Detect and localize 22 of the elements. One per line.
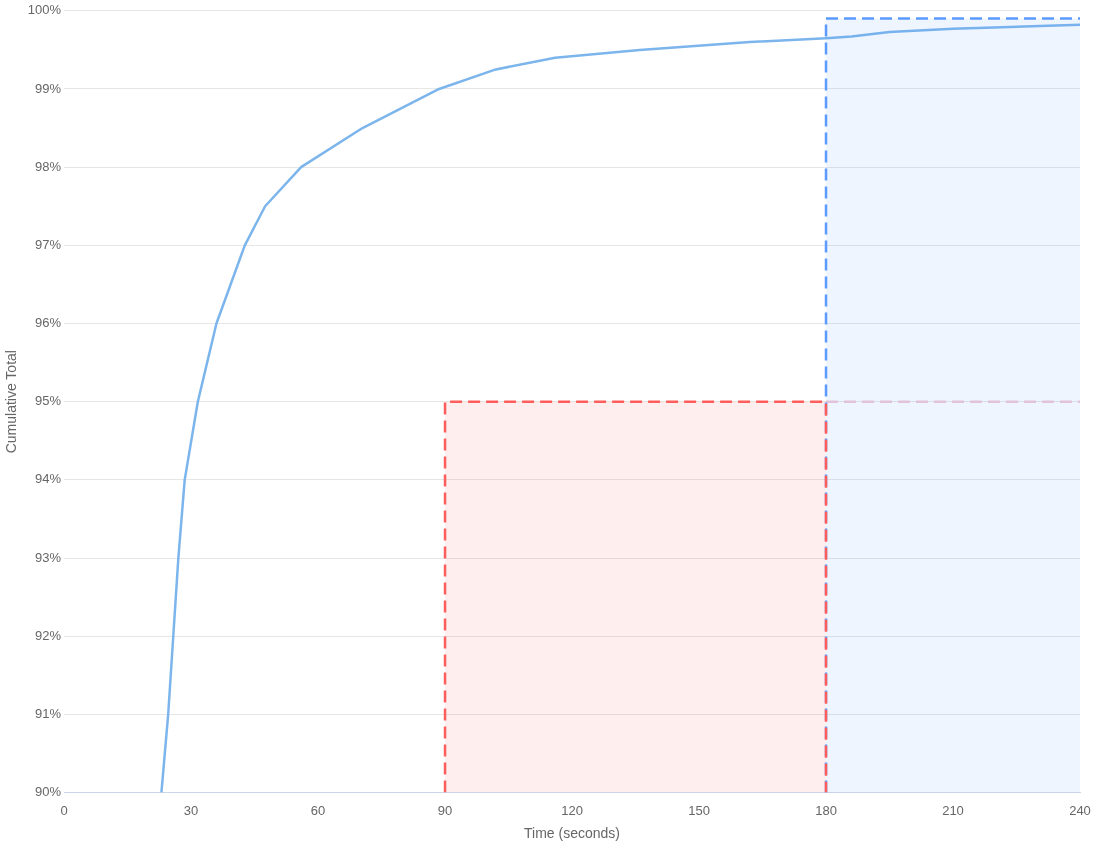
y-tick-label: 96% bbox=[35, 315, 62, 331]
x-tick-label: 120 bbox=[561, 802, 583, 818]
x-axis-title: Time (seconds) bbox=[524, 825, 620, 842]
y-axis-title: Cumulative Total bbox=[3, 350, 20, 454]
y-tick-label: 94% bbox=[35, 471, 62, 487]
y-tick-label: 99% bbox=[35, 80, 62, 96]
y-tick-label: 90% bbox=[35, 784, 62, 800]
y-tick-label: 97% bbox=[35, 236, 62, 252]
y-tick-label: 100% bbox=[27, 2, 62, 18]
x-tick-label: 90 bbox=[437, 802, 453, 818]
x-tick-label: 30 bbox=[183, 802, 199, 818]
x-tick-label: 180 bbox=[815, 802, 837, 818]
y-tick-label: 91% bbox=[35, 706, 62, 721]
x-tick-label: 60 bbox=[310, 802, 326, 818]
y-tick-label: 95% bbox=[35, 393, 62, 409]
x-tick-label: 150 bbox=[688, 802, 710, 818]
y-tick-label: 92% bbox=[35, 627, 62, 643]
y-tick-label: 93% bbox=[35, 549, 62, 565]
x-tick-label: 240 bbox=[1069, 802, 1091, 818]
x-tick-label: 0 bbox=[60, 802, 68, 818]
y-tick-label: 98% bbox=[35, 158, 62, 174]
x-tick-label: 210 bbox=[942, 802, 964, 818]
